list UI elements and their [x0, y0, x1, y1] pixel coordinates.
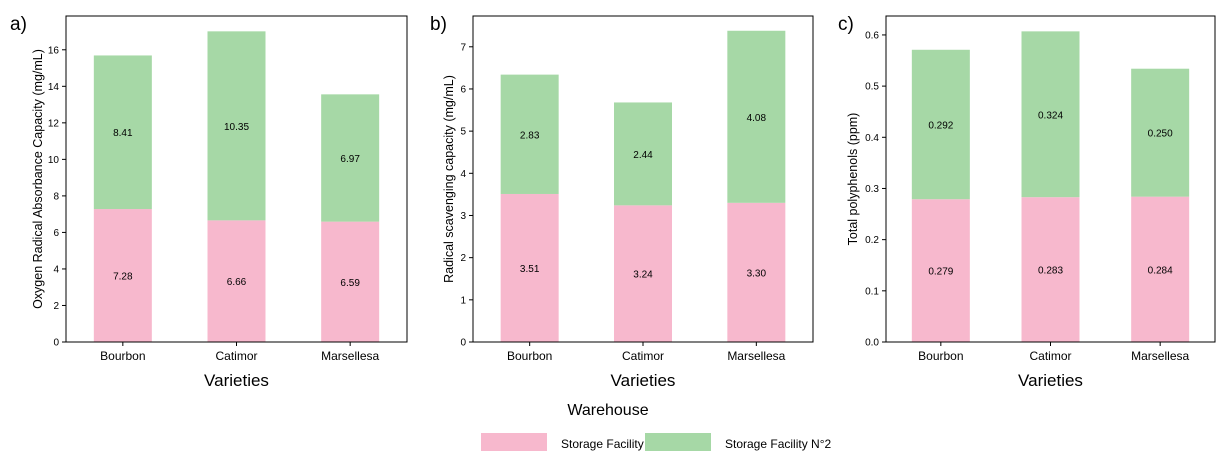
- data-label-catimor-storage-2: 0.324: [1038, 110, 1063, 121]
- data-label-marsellesa-storage-2: 6.97: [340, 154, 360, 165]
- legend: Warehouse Storage Facility N°1 Storage F…: [0, 400, 1216, 451]
- y-axis-label: Radical scavenging capacity (mg/mL): [442, 75, 456, 283]
- x-tick-label-catimor: Catimor: [622, 349, 664, 363]
- data-label-catimor-storage-1: 6.66: [227, 277, 247, 288]
- plot-frame: [885, 15, 1216, 343]
- y-tick-label: 16: [48, 45, 60, 56]
- plot-frame: [472, 15, 814, 343]
- x-tick-label-marsellesa: Marsellesa: [1131, 349, 1189, 363]
- legend-swatch-storage-2: [645, 433, 711, 451]
- panel-label: c): [838, 14, 854, 35]
- plot-frame: [65, 15, 408, 343]
- legend-label-storage-1: Storage Facility N°1: [561, 437, 668, 451]
- panel-3: 0.279 0.292 Bourbon 0.283 0.324 Catimor 0.284 0…: [838, 14, 1216, 390]
- data-label-bourbon-storage-2: 2.83: [520, 130, 540, 141]
- x-axis-label: Varieties: [1018, 371, 1083, 390]
- y-tick-label: 0.6: [865, 30, 879, 41]
- bar-bourbon-storage-1: [911, 199, 970, 342]
- data-label-bourbon-storage-1: 7.28: [113, 272, 133, 283]
- bar-marsellesa-storage-1: [321, 221, 380, 342]
- y-tick-label: 2: [53, 301, 59, 312]
- data-label-catimor-storage-2: 2.44: [633, 150, 653, 161]
- y-axis-label: Total polyphenols (ppm): [846, 113, 860, 246]
- bar-marsellesa-storage-2: [321, 94, 380, 222]
- y-tick-label: 8: [53, 191, 59, 202]
- y-tick-label: 5: [460, 127, 466, 138]
- y-tick-label: 6: [53, 228, 59, 239]
- data-label-bourbon-storage-1: 0.279: [928, 267, 953, 278]
- y-tick-label: 4: [460, 169, 466, 180]
- bar-catimor-storage-2: [207, 31, 266, 221]
- y-tick-label: 0.5: [865, 82, 879, 93]
- bar-catimor-storage-1: [614, 205, 672, 342]
- data-label-marsellesa-storage-1: 3.30: [747, 268, 767, 279]
- y-tick-label: 3: [460, 211, 466, 222]
- x-tick-label-catimor: Catimor: [215, 349, 257, 363]
- bar-marsellesa-storage-1: [1131, 196, 1190, 342]
- x-axis-label: Varieties: [204, 371, 269, 390]
- legend-swatch-storage-1: [481, 433, 547, 451]
- data-label-bourbon-storage-1: 3.51: [520, 264, 540, 275]
- x-tick-label-marsellesa: Marsellesa: [321, 349, 379, 363]
- data-label-catimor-storage-1: 3.24: [633, 270, 653, 281]
- data-label-marsellesa-storage-1: 6.59: [340, 278, 360, 289]
- data-label-bourbon-storage-2: 0.292: [928, 120, 953, 131]
- bar-bourbon-storage-2: [911, 49, 970, 200]
- y-tick-label: 4: [53, 264, 59, 275]
- bar-bourbon-storage-2: [93, 55, 152, 210]
- data-label-marsellesa-storage-2: 0.250: [1148, 129, 1173, 140]
- x-tick-label-bourbon: Bourbon: [100, 349, 145, 363]
- y-tick-label: 0.3: [865, 184, 879, 195]
- y-tick-label: 0.4: [865, 133, 879, 144]
- bar-catimor-storage-1: [1021, 197, 1080, 342]
- y-tick-label: 7: [460, 42, 466, 53]
- bar-catimor-storage-2: [614, 102, 672, 206]
- panel-label: b): [430, 14, 447, 35]
- y-tick-label: 14: [48, 82, 60, 93]
- y-tick-label: 0: [460, 338, 466, 349]
- y-tick-label: 2: [460, 253, 466, 264]
- x-tick-label-marsellesa: Marsellesa: [727, 349, 785, 363]
- bar-marsellesa-storage-2: [1131, 68, 1190, 197]
- bar-catimor-storage-2: [1021, 31, 1080, 198]
- bar-bourbon-storage-1: [500, 193, 559, 342]
- data-label-bourbon-storage-2: 8.41: [113, 128, 133, 139]
- y-tick-label: 6: [460, 84, 466, 95]
- legend-title: Warehouse: [567, 402, 649, 419]
- x-tick-label-bourbon: Bourbon: [918, 349, 963, 363]
- panel-1: 7.28 8.41 Bourbon 6.66 10.35 Catimor 6.59 6.97 M…: [10, 14, 408, 390]
- panel-2: 3.51 2.83 Bourbon 3.24 2.44 Catimor 3.30 4.08 Ma…: [430, 14, 814, 390]
- data-label-catimor-storage-2: 10.35: [224, 122, 249, 133]
- legend-label-storage-2: Storage Facility N°2: [725, 437, 832, 451]
- x-axis-label: Varieties: [611, 371, 676, 390]
- x-tick-label-catimor: Catimor: [1029, 349, 1071, 363]
- bar-bourbon-storage-1: [93, 209, 152, 342]
- bar-marsellesa-storage-2: [727, 30, 786, 203]
- y-tick-label: 10: [48, 155, 60, 166]
- y-tick-label: 12: [48, 118, 60, 129]
- bar-catimor-storage-1: [207, 220, 266, 342]
- bar-marsellesa-storage-1: [727, 202, 786, 342]
- figure: 7.288.41Bourbon6.6610.35Catimor6.596.97M…: [10, 14, 1216, 390]
- x-tick-label-bourbon: Bourbon: [507, 349, 552, 363]
- y-tick-label: 0.0: [865, 338, 879, 349]
- y-tick-label: 0: [53, 338, 59, 349]
- panel-label: a): [10, 14, 27, 35]
- y-tick-label: 0.1: [865, 286, 879, 297]
- y-tick-label: 1: [460, 295, 466, 306]
- y-axis-label: Oxygen Radical Absorbance Capacity (mg/m…: [31, 49, 45, 309]
- bar-bourbon-storage-2: [500, 74, 559, 194]
- data-label-marsellesa-storage-2: 4.08: [747, 113, 767, 124]
- y-tick-label: 0.2: [865, 235, 879, 246]
- data-label-marsellesa-storage-1: 0.284: [1148, 265, 1173, 276]
- data-label-catimor-storage-1: 0.283: [1038, 266, 1063, 277]
